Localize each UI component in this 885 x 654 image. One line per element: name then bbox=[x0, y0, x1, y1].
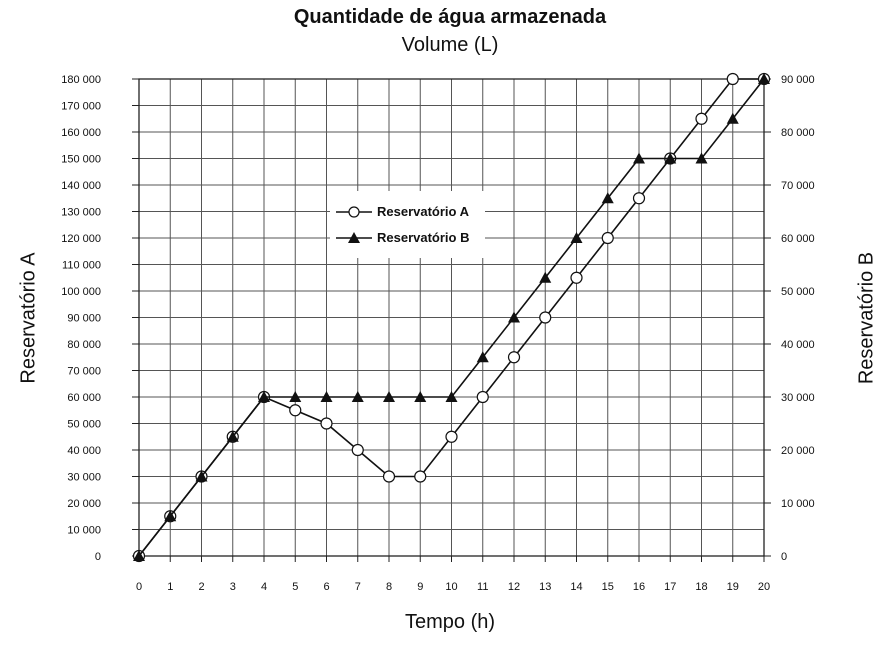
y-left-tick-label: 40 000 bbox=[67, 445, 101, 457]
x-tick-label: 10 bbox=[445, 581, 457, 593]
data-point-triangle bbox=[633, 152, 645, 164]
y-left-tick-label: 150 000 bbox=[61, 154, 101, 166]
y-left-tick-label: 20 000 bbox=[67, 498, 101, 510]
data-point-triangle bbox=[664, 152, 677, 164]
y-right-tick-label: 10 000 bbox=[781, 498, 815, 510]
x-tick-label: 11 bbox=[477, 581, 488, 593]
data-point-triangle bbox=[320, 391, 333, 402]
y-right-tick-label: 70 000 bbox=[781, 180, 815, 192]
data-point-triangle bbox=[414, 391, 427, 402]
chart-title: Quantidade de água armazenada bbox=[293, 6, 607, 28]
legend-marker-circle bbox=[348, 206, 360, 218]
data-point-triangle bbox=[351, 391, 364, 402]
legend-label: Reservatório B bbox=[377, 230, 469, 245]
x-tick-label: 15 bbox=[602, 581, 614, 593]
x-tick-label: 20 bbox=[758, 581, 770, 593]
data-point-triangle bbox=[226, 430, 239, 442]
y-left-tick-label: 110 000 bbox=[62, 260, 101, 272]
x-tick-label: 8 bbox=[386, 581, 392, 593]
chart-subtitle: Volume (L) bbox=[401, 34, 499, 56]
data-point-circle bbox=[726, 72, 739, 86]
y-left-tick-label: 160 000 bbox=[61, 127, 101, 139]
x-tick-label: 13 bbox=[539, 581, 551, 593]
y-left-tick-label: 130 000 bbox=[61, 207, 101, 219]
data-point-circle bbox=[601, 231, 614, 245]
data-point-triangle bbox=[539, 271, 552, 283]
x-tick-label: 5 bbox=[292, 581, 298, 593]
data-point-circle bbox=[507, 351, 521, 364]
y-right-tick-label: 40 000 bbox=[781, 339, 815, 351]
x-tick-label: 2 bbox=[198, 581, 204, 593]
y-right-tick-label: 20 000 bbox=[781, 445, 815, 457]
data-point-triangle bbox=[570, 232, 583, 243]
y-left-tick-label: 30 000 bbox=[67, 472, 101, 484]
legend-marker-triangle bbox=[348, 232, 360, 243]
data-point-triangle bbox=[133, 550, 145, 561]
data-point-triangle bbox=[258, 391, 270, 402]
data-point-circle bbox=[445, 430, 458, 443]
y-left-tick-label: 50 000 bbox=[67, 419, 101, 431]
data-point-circle bbox=[539, 311, 552, 324]
y-left-tick-label: 90 000 bbox=[67, 313, 101, 325]
x-tick-label: 18 bbox=[695, 581, 707, 593]
y-left-tick-label: 120 000 bbox=[61, 233, 101, 245]
x-tick-label: 6 bbox=[323, 581, 329, 593]
data-point-triangle bbox=[445, 391, 458, 402]
data-point-circle bbox=[632, 192, 646, 205]
data-point-circle bbox=[414, 470, 427, 483]
data-point-triangle bbox=[601, 192, 614, 204]
data-point-triangle bbox=[726, 112, 739, 124]
x-tick-label: 17 bbox=[664, 581, 676, 593]
data-point-circle bbox=[289, 404, 302, 417]
x-tick-label: 1 bbox=[167, 581, 173, 593]
y-left-tick-label: 0 bbox=[95, 551, 101, 563]
y-left-tick-label: 10 000 bbox=[67, 525, 101, 537]
x-tick-label: 16 bbox=[633, 581, 645, 593]
x-tick-label: 0 bbox=[136, 581, 142, 593]
data-point-triangle bbox=[758, 73, 770, 84]
data-point-triangle bbox=[164, 510, 177, 522]
y-left-tick-label: 80 000 bbox=[67, 339, 101, 351]
x-tick-label: 14 bbox=[570, 581, 582, 593]
x-axis-label: Tempo (h) bbox=[404, 611, 496, 633]
y-left-tick-label: 170 000 bbox=[61, 101, 101, 113]
y-left-tick-label: 70 000 bbox=[67, 366, 101, 378]
data-point-triangle bbox=[695, 152, 708, 164]
y-left-tick-label: 180 000 bbox=[61, 74, 101, 86]
data-point-triangle bbox=[195, 470, 208, 482]
legend-box bbox=[330, 191, 485, 258]
y-right-tick-label: 60 000 bbox=[781, 233, 815, 245]
data-point-circle bbox=[695, 112, 708, 125]
y-right-tick-label: 0 bbox=[781, 551, 787, 563]
data-point-triangle bbox=[289, 391, 302, 402]
x-tick-label: 12 bbox=[508, 581, 520, 593]
y-right-tick-label: 90 000 bbox=[781, 74, 815, 86]
data-point-triangle bbox=[508, 311, 520, 323]
x-tick-label: 9 bbox=[417, 581, 423, 593]
y-right-tick-label: 30 000 bbox=[781, 392, 815, 404]
data-point-circle bbox=[351, 443, 364, 457]
data-point-triangle bbox=[383, 391, 395, 402]
data-point-circle bbox=[320, 417, 333, 430]
x-tick-label: 4 bbox=[261, 581, 267, 593]
data-point-circle bbox=[382, 470, 396, 483]
data-point-triangle bbox=[476, 351, 489, 363]
y-right-tick-label: 50 000 bbox=[781, 286, 815, 298]
y-left-tick-label: 60 000 bbox=[67, 392, 101, 404]
x-tick-label: 7 bbox=[355, 581, 361, 593]
y-left-tick-label: 140 000 bbox=[61, 180, 101, 192]
x-tick-label: 19 bbox=[727, 581, 739, 593]
data-point-circle bbox=[570, 271, 583, 284]
x-tick-label: 3 bbox=[230, 581, 236, 593]
data-point-circle bbox=[476, 390, 489, 404]
y-left-tick-label: 100 000 bbox=[61, 286, 101, 298]
y-right-tick-label: 80 000 bbox=[781, 127, 815, 139]
legend-label: Reservatório A bbox=[377, 204, 470, 219]
